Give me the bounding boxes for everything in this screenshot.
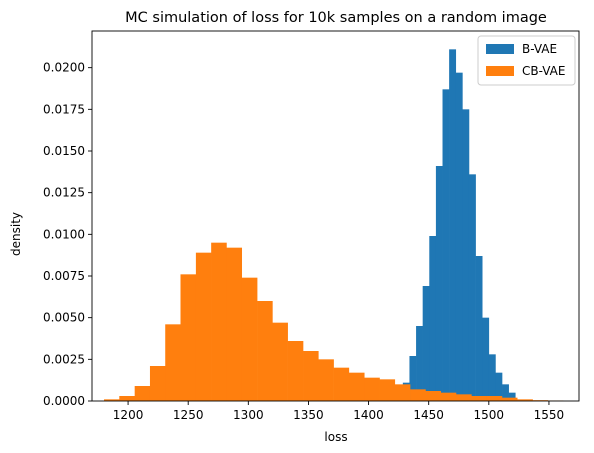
cb-vae-bar	[318, 359, 334, 401]
cb-vae-bar	[379, 379, 396, 401]
cb-vae-bar	[257, 301, 273, 401]
legend-swatch	[486, 66, 514, 76]
y-ticks: 0.0000 0.0025 0.0050 0.0075 0.0100 0.0125 0.01…	[43, 61, 92, 408]
cb-vae-bar	[134, 386, 151, 401]
bars-layer	[104, 49, 564, 402]
cb-vae-bar	[303, 351, 319, 401]
axes-layer	[91, 30, 580, 402]
cb-vae-bar	[364, 377, 380, 401]
x-tick-label: 1300	[233, 408, 264, 422]
cb-vae-bar	[211, 242, 227, 401]
cb-vae-bar	[165, 324, 181, 401]
b-vae-bar	[468, 174, 476, 401]
cb-vae-bar	[180, 274, 197, 401]
x-tick-label: 1400	[353, 408, 384, 422]
y-tick-label: 0.0000	[43, 394, 85, 408]
x-ticks: 1200 1250 1300 1350 1400 1450 1500 1550	[113, 401, 564, 422]
chart-title: MC simulation of loss for 10k samples on…	[125, 10, 547, 26]
legend-label: B-VAE	[522, 42, 557, 56]
cb-vae-bar	[410, 389, 426, 401]
plot-frame	[91, 30, 580, 402]
b-vae-bar	[455, 72, 463, 402]
b-vae-bar	[416, 326, 423, 401]
b-vae-bar	[435, 166, 443, 401]
cb-vae-bar	[104, 399, 120, 401]
x-tick-label: 1550	[534, 408, 565, 422]
b-vae-bar	[422, 286, 430, 401]
b-vae-bar	[508, 392, 516, 401]
x-tick-label: 1500	[474, 408, 505, 422]
x-axis-label: loss	[324, 430, 347, 444]
cb-vae-bar	[501, 397, 518, 401]
b-vae-bar	[409, 356, 417, 401]
y-tick-label: 0.0150	[43, 144, 85, 158]
b-vae-bar	[462, 109, 470, 401]
b-vae-bar	[429, 236, 437, 401]
cb-vae-bar	[226, 247, 243, 401]
cb-vae-bar	[471, 396, 487, 401]
cb-vae-bar	[333, 367, 350, 401]
y-tick-label: 0.0025	[43, 352, 85, 366]
y-tick-label: 0.0100	[43, 227, 85, 241]
b-vae-bar	[475, 256, 483, 401]
b-vae-bar	[488, 354, 496, 401]
cb-vae-bar	[517, 399, 533, 401]
legend: B-VAE CB-VAE	[477, 35, 576, 86]
y-tick-label: 0.0175	[43, 102, 85, 116]
b-vae-bar	[442, 89, 450, 401]
b-vae-bar	[482, 317, 490, 401]
y-tick-label: 0.0075	[43, 269, 85, 283]
y-tick-label: 0.0050	[43, 311, 85, 325]
b-vae-bar	[495, 372, 503, 401]
y-tick-label: 0.0125	[43, 186, 85, 200]
cb-vae-bar	[348, 372, 365, 401]
cb-vae-bar	[241, 277, 258, 401]
x-tick-label: 1250	[173, 408, 204, 422]
legend-label: CB-VAE	[522, 64, 565, 78]
cb-vae-bar	[425, 391, 442, 401]
cb-vae-bar	[149, 366, 166, 401]
cb-vae-bar	[195, 252, 212, 401]
cb-vae-bar	[119, 396, 135, 401]
b-vae-bar	[502, 384, 509, 401]
y-tick-label: 0.0200	[43, 61, 85, 75]
cb-vae-bar	[486, 396, 503, 401]
x-tick-label: 1450	[413, 408, 444, 422]
cb-vae-bar	[287, 341, 304, 401]
legend-swatch	[486, 44, 514, 54]
cb-vae-bar	[455, 394, 472, 401]
cb-vae-bar	[272, 322, 288, 401]
x-tick-label: 1200	[113, 408, 144, 422]
b-vae-bar	[449, 49, 457, 401]
cb-vae-bar	[440, 392, 457, 401]
x-tick-label: 1350	[293, 408, 324, 422]
cb-vae-bar	[394, 384, 411, 401]
y-axis-label: density	[9, 212, 23, 256]
